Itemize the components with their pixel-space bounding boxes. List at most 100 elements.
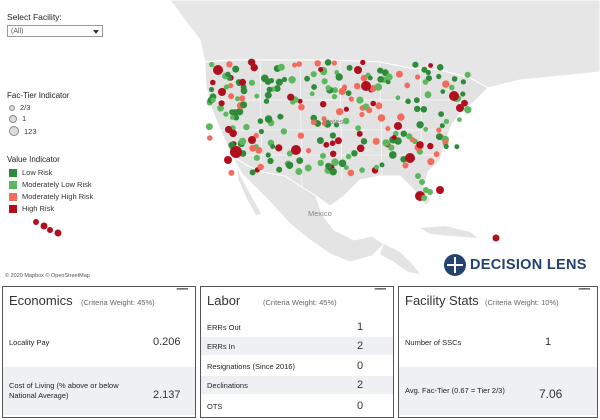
facility-marker[interactable]	[347, 169, 355, 177]
tier-legend-item[interactable]: 2/3	[9, 103, 30, 112]
facility-marker[interactable]	[354, 82, 361, 90]
facility-marker[interactable]	[345, 90, 352, 97]
value-legend-item[interactable]: Low Risk	[9, 168, 52, 177]
facility-marker[interactable]	[270, 144, 276, 149]
facility-marker[interactable]	[230, 146, 242, 158]
facility-marker[interactable]	[239, 78, 247, 86]
map-canvas[interactable]: States Mexico	[0, 0, 600, 283]
facility-marker[interactable]	[428, 63, 433, 68]
facility-marker[interactable]	[374, 83, 383, 91]
facility-marker[interactable]	[286, 150, 293, 157]
facility-marker[interactable]	[355, 125, 361, 131]
facility-marker[interactable]	[436, 64, 444, 71]
facility-marker[interactable]	[288, 76, 296, 84]
facility-marker[interactable]	[226, 61, 233, 68]
facility-marker[interactable]	[213, 65, 223, 75]
facility-marker[interactable]	[248, 58, 256, 66]
facility-marker[interactable]	[309, 91, 315, 97]
facility-marker[interactable]	[456, 104, 464, 112]
facility-marker[interactable]	[225, 71, 231, 78]
facility-marker[interactable]	[388, 144, 395, 151]
facility-marker[interactable]	[360, 138, 368, 145]
facility-marker[interactable]	[464, 106, 472, 114]
facility-marker[interactable]	[442, 80, 450, 88]
facility-marker[interactable]	[249, 169, 256, 176]
facility-marker[interactable]	[461, 99, 468, 107]
facility-marker[interactable]	[338, 87, 346, 95]
facility-marker[interactable]	[375, 102, 383, 110]
facility-marker[interactable]	[275, 144, 283, 152]
facility-marker[interactable]	[277, 63, 285, 71]
facility-marker[interactable]	[314, 60, 321, 67]
facility-marker[interactable]	[492, 234, 500, 242]
facility-marker[interactable]	[228, 169, 235, 176]
facility-marker[interactable]	[451, 76, 458, 82]
facility-marker[interactable]	[296, 61, 303, 67]
facility-marker[interactable]	[316, 137, 324, 144]
facility-marker[interactable]	[443, 143, 449, 149]
facility-marker[interactable]	[436, 186, 444, 194]
facility-marker[interactable]	[354, 66, 362, 74]
facility-marker[interactable]	[223, 111, 229, 117]
facility-marker[interactable]	[317, 159, 324, 167]
facility-marker[interactable]	[325, 162, 332, 170]
facility-marker[interactable]	[263, 98, 270, 104]
facility-marker[interactable]	[335, 73, 343, 81]
facility-marker[interactable]	[254, 93, 260, 99]
facility-marker[interactable]	[374, 164, 380, 170]
facility-marker[interactable]	[291, 145, 301, 155]
facility-marker[interactable]	[393, 130, 399, 137]
chevron-down-icon[interactable]	[93, 30, 99, 34]
facility-marker[interactable]	[405, 153, 415, 163]
facility-marker[interactable]	[310, 114, 318, 122]
facility-marker[interactable]	[360, 59, 366, 66]
facility-marker[interactable]	[210, 97, 216, 103]
facility-marker[interactable]	[207, 135, 213, 141]
facility-marker[interactable]	[232, 65, 240, 73]
facility-marker[interactable]	[240, 87, 248, 95]
more-options-icon[interactable]: ▔▔	[374, 289, 386, 298]
facility-marker[interactable]	[422, 79, 429, 85]
facility-marker[interactable]	[400, 130, 407, 137]
facility-marker[interactable]	[320, 152, 326, 159]
facility-marker[interactable]	[329, 168, 337, 176]
facility-marker[interactable]	[419, 179, 425, 185]
value-legend-item[interactable]: Moderately Low Risk	[9, 180, 92, 189]
facility-marker[interactable]	[310, 119, 317, 126]
facility-marker[interactable]	[460, 79, 466, 85]
more-options-icon[interactable]: ▔▔	[578, 289, 590, 298]
value-legend-item[interactable]: High Risk	[9, 204, 54, 213]
facility-marker[interactable]	[228, 93, 235, 100]
facility-marker[interactable]	[415, 74, 421, 80]
facility-marker[interactable]	[415, 173, 421, 179]
facility-marker[interactable]	[438, 111, 444, 117]
facility-marker[interactable]	[268, 78, 275, 84]
facility-marker[interactable]	[460, 91, 466, 97]
facility-marker[interactable]	[427, 158, 435, 166]
facility-marker[interactable]	[420, 106, 428, 113]
facility-marker[interactable]	[208, 86, 215, 93]
facility-marker[interactable]	[295, 168, 303, 175]
tier-legend-item[interactable]: 123	[9, 126, 37, 136]
facility-marker[interactable]	[324, 59, 332, 66]
facility-marker[interactable]	[377, 114, 386, 122]
facility-marker[interactable]	[402, 162, 409, 169]
facility-marker[interactable]	[391, 135, 397, 140]
facility-marker[interactable]	[464, 71, 471, 78]
facility-marker[interactable]	[239, 95, 246, 102]
facility-marker[interactable]	[359, 111, 365, 118]
facility-marker[interactable]	[54, 229, 62, 237]
facility-marker[interactable]	[449, 84, 455, 91]
facility-marker[interactable]	[253, 154, 260, 161]
facility-marker[interactable]	[323, 141, 330, 148]
facility-marker[interactable]	[454, 144, 460, 150]
facility-marker[interactable]	[379, 162, 385, 168]
facility-marker[interactable]	[389, 151, 397, 159]
facility-marker[interactable]	[330, 150, 337, 157]
facility-marker[interactable]	[273, 85, 281, 92]
facility-marker[interactable]	[343, 106, 349, 112]
facility-marker[interactable]	[253, 132, 259, 139]
facility-marker[interactable]	[367, 75, 373, 81]
facility-marker[interactable]	[440, 89, 446, 94]
facility-marker[interactable]	[413, 97, 420, 104]
